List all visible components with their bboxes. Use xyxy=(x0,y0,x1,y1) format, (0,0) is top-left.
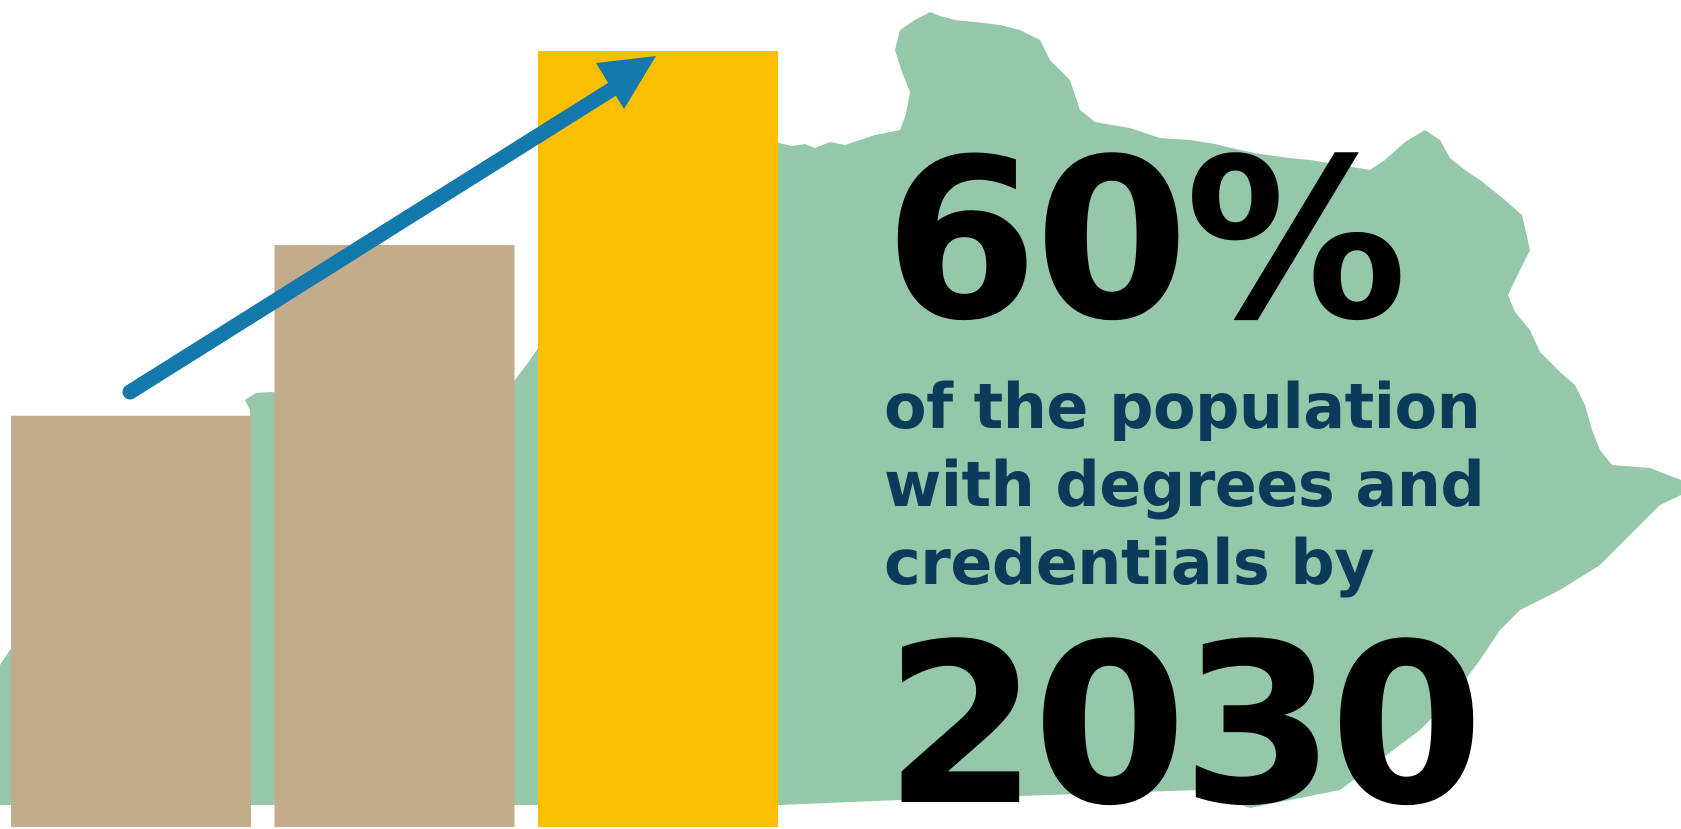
headline-subtitle: of the population with degrees and crede… xyxy=(884,368,1485,602)
subtitle-line-2: with degrees and xyxy=(884,448,1485,521)
arrow-shaft xyxy=(122,75,630,400)
subtitle-line-3: credentials by xyxy=(884,526,1375,599)
subtitle-line-1: of the population xyxy=(884,370,1481,443)
growth-bars xyxy=(11,51,778,827)
headline-percent: 60% xyxy=(884,112,1407,370)
headline-year: 2030 xyxy=(884,597,1484,829)
growth-bar-2 xyxy=(274,245,515,827)
growth-bar-1 xyxy=(11,415,251,827)
growth-bar-3 xyxy=(538,51,778,827)
arrow-up-right-icon xyxy=(596,56,656,109)
